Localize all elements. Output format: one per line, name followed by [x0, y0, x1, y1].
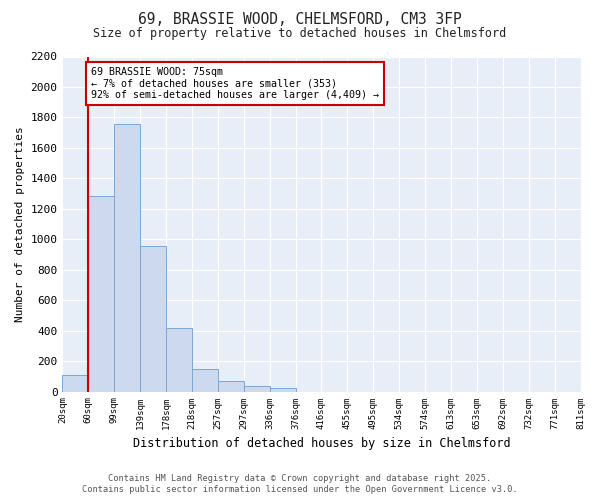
Bar	[114, 124, 140, 392]
Text: 69, BRASSIE WOOD, CHELMSFORD, CM3 3FP: 69, BRASSIE WOOD, CHELMSFORD, CM3 3FP	[138, 12, 462, 28]
Bar	[192, 368, 218, 392]
Text: 69 BRASSIE WOOD: 75sqm
← 7% of detached houses are smaller (353)
92% of semi-det: 69 BRASSIE WOOD: 75sqm ← 7% of detached …	[91, 67, 379, 100]
X-axis label: Distribution of detached houses by size in Chelmsford: Distribution of detached houses by size …	[133, 437, 510, 450]
Bar	[244, 386, 269, 392]
Bar	[269, 388, 296, 392]
Y-axis label: Number of detached properties: Number of detached properties	[15, 126, 25, 322]
Bar	[218, 381, 244, 392]
Bar	[140, 246, 166, 392]
Text: Size of property relative to detached houses in Chelmsford: Size of property relative to detached ho…	[94, 28, 506, 40]
Bar	[88, 196, 114, 392]
Bar	[166, 328, 192, 392]
Text: Contains HM Land Registry data © Crown copyright and database right 2025.
Contai: Contains HM Land Registry data © Crown c…	[82, 474, 518, 494]
Bar	[62, 375, 88, 392]
